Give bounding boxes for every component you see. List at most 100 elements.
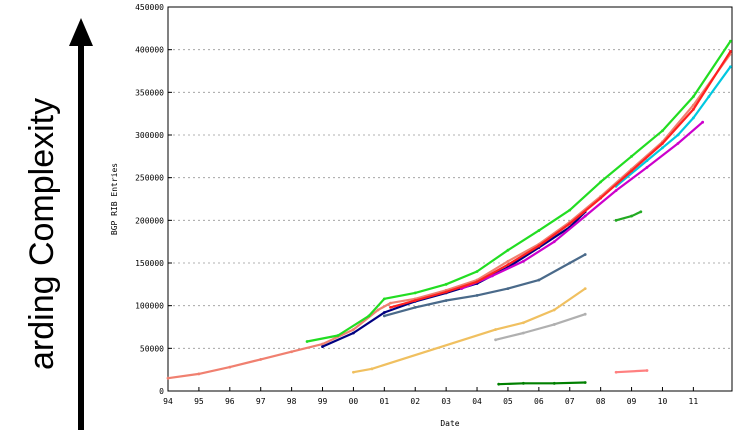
y-tick-label: 100000 (135, 302, 164, 311)
x-axis-title: Date (440, 419, 459, 428)
y-tick-label: 200000 (135, 216, 164, 225)
series-5 (389, 49, 732, 309)
data-point (382, 314, 386, 318)
x-tick-label: 06 (534, 397, 544, 406)
grid (168, 49, 732, 349)
series-line (615, 210, 642, 222)
series-0 (166, 52, 732, 380)
x-tick-label: 11 (689, 397, 699, 406)
data-point (197, 372, 201, 376)
data-point (614, 189, 618, 192)
series-4 (614, 65, 732, 188)
data-point (729, 49, 732, 53)
y-tick-label: 350000 (135, 88, 164, 97)
data-point (413, 299, 417, 302)
data-point (630, 154, 633, 158)
series-line (616, 369, 648, 374)
data-point (444, 282, 448, 286)
data-point (568, 208, 572, 212)
x-tick-label: 08 (596, 397, 606, 406)
data-point (630, 214, 633, 218)
data-point (583, 287, 587, 290)
data-point (537, 244, 541, 248)
data-point (691, 103, 695, 107)
data-point (729, 39, 732, 43)
y-tick-label: 300000 (135, 131, 164, 140)
data-point (521, 381, 525, 385)
y-tick-label: 250000 (135, 174, 164, 183)
x-tick-label: 95 (194, 397, 204, 406)
series-line (498, 381, 586, 386)
data-point (552, 308, 556, 312)
data-point (494, 328, 497, 331)
data-point (568, 261, 572, 265)
data-point (389, 305, 392, 309)
data-point (444, 290, 448, 294)
data-point (321, 345, 324, 349)
y-axis-title: BGP RIB Entries (110, 163, 119, 235)
data-point (521, 259, 525, 263)
x-tick-label: 07 (565, 397, 575, 406)
data-point (494, 338, 497, 342)
data-point (645, 159, 649, 163)
series-7 (352, 287, 587, 374)
y-tick-label: 0 (159, 387, 164, 396)
data-point (506, 259, 510, 263)
data-point (228, 365, 232, 369)
data-point (599, 196, 603, 200)
data-point (367, 314, 371, 318)
data-point (521, 321, 525, 325)
data-point (729, 65, 732, 69)
data-point (661, 146, 664, 150)
data-point (639, 210, 643, 214)
x-tick-label: 98 (287, 397, 297, 406)
data-marks (166, 39, 732, 386)
data-point (506, 287, 510, 290)
data-point (676, 142, 680, 145)
data-point (166, 376, 170, 380)
y-axis: 0 50000 100000 150000 200000 250000 300000 3500… (135, 3, 172, 396)
data-point (599, 180, 603, 184)
data-point (537, 229, 541, 232)
x-tick-label: 96 (225, 397, 235, 406)
data-point (475, 270, 479, 273)
data-point (552, 381, 556, 385)
data-point (475, 280, 479, 284)
x-tick-label: 00 (349, 397, 359, 406)
data-point (521, 331, 525, 335)
series-8 (494, 312, 587, 342)
data-point (552, 240, 556, 244)
series-1 (305, 39, 732, 343)
data-point (389, 301, 392, 305)
data-point (537, 278, 541, 282)
series-line (167, 53, 732, 380)
data-point (691, 108, 695, 111)
x-tick-label: 04 (472, 397, 482, 406)
series-line (306, 40, 732, 343)
series-3 (460, 120, 705, 290)
data-point (352, 328, 355, 331)
series-line (384, 253, 586, 317)
data-point (336, 334, 340, 337)
data-point (259, 358, 263, 361)
data-point (413, 291, 417, 295)
data-point (352, 370, 355, 374)
data-point (475, 294, 479, 297)
data-point (707, 95, 711, 98)
x-tick-label: 01 (380, 397, 390, 406)
series-6 (382, 253, 587, 318)
data-point (661, 129, 664, 133)
data-point (676, 133, 680, 137)
data-point (630, 169, 633, 173)
data-point (552, 323, 556, 326)
data-point (645, 369, 649, 372)
plot-area (167, 6, 733, 392)
data-point (352, 331, 355, 335)
x-tick-label: 97 (256, 397, 266, 406)
x-axis: 94 95 96 97 98 99 00 01 02 03 04 05 06 07 08 09 10 11 (163, 387, 698, 406)
y-tick-label: 400000 (135, 46, 164, 55)
x-tick-label: 02 (410, 397, 420, 406)
data-point (305, 340, 309, 343)
x-tick-label: 03 (441, 397, 451, 406)
